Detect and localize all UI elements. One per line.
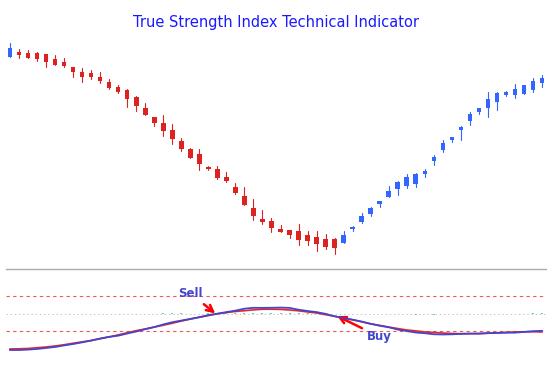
Bar <box>89 73 93 77</box>
Bar <box>170 130 174 139</box>
Bar <box>161 123 166 131</box>
Bar <box>287 230 292 235</box>
Bar <box>269 221 274 228</box>
Bar <box>440 142 445 150</box>
Bar <box>305 235 310 241</box>
Bar <box>540 78 544 83</box>
Bar <box>395 182 400 189</box>
Bar <box>459 127 463 131</box>
Bar <box>26 53 30 58</box>
Bar <box>206 167 211 169</box>
Bar <box>432 157 436 161</box>
Bar <box>152 117 157 123</box>
Text: Sell: Sell <box>178 287 213 312</box>
Bar <box>351 227 355 229</box>
Bar <box>116 87 120 92</box>
Bar <box>125 90 130 99</box>
Bar <box>62 62 66 66</box>
Bar <box>197 154 201 164</box>
Bar <box>98 77 103 81</box>
Bar <box>53 59 57 65</box>
Bar <box>332 239 337 248</box>
Bar <box>35 53 39 59</box>
Bar <box>503 92 508 94</box>
Bar <box>8 48 12 57</box>
Bar <box>486 99 490 108</box>
Bar <box>530 80 535 90</box>
Bar <box>80 72 84 77</box>
Bar <box>405 177 409 186</box>
Bar <box>522 86 526 94</box>
Bar <box>368 208 373 214</box>
Bar <box>513 89 517 95</box>
Bar <box>314 237 319 244</box>
Bar <box>17 52 22 55</box>
Bar <box>134 97 139 106</box>
Bar <box>449 137 454 140</box>
Bar <box>251 208 256 216</box>
Bar <box>323 239 328 247</box>
Bar <box>143 108 147 115</box>
Text: Buy: Buy <box>339 317 392 344</box>
Bar <box>242 196 247 205</box>
Bar <box>215 169 220 179</box>
Bar <box>378 201 382 204</box>
Bar <box>386 190 391 197</box>
Text: True Strength Index Technical Indicator: True Strength Index Technical Indicator <box>133 15 419 30</box>
Bar <box>296 231 301 240</box>
Bar <box>413 174 418 184</box>
Bar <box>224 177 229 181</box>
Bar <box>188 149 193 158</box>
Bar <box>422 171 427 174</box>
Bar <box>359 217 364 222</box>
Bar <box>71 68 76 72</box>
Bar <box>233 187 238 193</box>
Bar <box>468 114 472 121</box>
Bar <box>476 108 481 112</box>
Bar <box>44 54 49 62</box>
Bar <box>260 219 265 222</box>
Bar <box>278 229 283 232</box>
Bar <box>107 82 112 88</box>
Bar <box>495 93 499 102</box>
Bar <box>341 235 346 243</box>
Bar <box>179 141 184 149</box>
